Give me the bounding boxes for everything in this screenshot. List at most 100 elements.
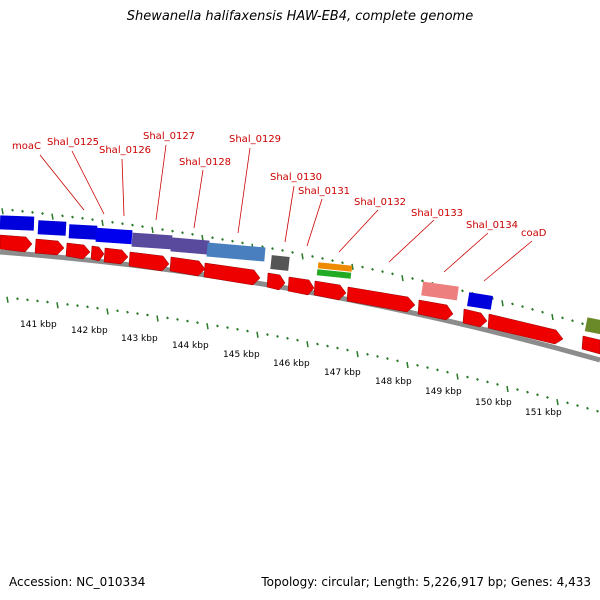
inner-tick-mark bbox=[6, 296, 9, 303]
outer-tick-mark bbox=[81, 216, 84, 220]
reverse-gene-arrow[interactable] bbox=[417, 299, 454, 321]
inner-tick-mark bbox=[476, 378, 479, 381]
outer-tick-mark bbox=[231, 239, 234, 243]
inner-tick-mark bbox=[66, 302, 69, 306]
gene-label-moaC: moaC bbox=[12, 141, 41, 152]
outer-tick-mark bbox=[541, 310, 544, 314]
inner-tick-mark bbox=[46, 300, 49, 304]
outer-tick-mark bbox=[361, 265, 364, 269]
outer-tick-mark bbox=[421, 279, 424, 283]
inner-tick-mark bbox=[376, 354, 379, 358]
topology-summary-text: Topology: circular; Length: 5,226,917 bp… bbox=[261, 575, 591, 589]
reverse-gene-arrow[interactable] bbox=[346, 286, 416, 313]
reverse-gene-arrow[interactable] bbox=[203, 262, 261, 286]
reverse-gene-arrow[interactable] bbox=[462, 308, 488, 328]
reverse-gene-arrow[interactable] bbox=[34, 238, 65, 256]
gene-Shal_0126-feature[interactable] bbox=[68, 224, 98, 240]
gene-label-Shal_0132: Shal_0132 bbox=[354, 197, 406, 208]
inner-tick-mark bbox=[136, 312, 139, 316]
inner-tick-mark bbox=[446, 370, 449, 374]
reverse-gene-arrow[interactable] bbox=[287, 276, 315, 296]
leader-moaC bbox=[39, 154, 85, 211]
scale-labels: 141 kbp 142 kbp 143 kbp 144 kbp 145 kbp … bbox=[20, 320, 562, 418]
reverse-gene-arrow[interactable] bbox=[128, 251, 170, 272]
gene-Shal_0132-feature-b[interactable] bbox=[316, 269, 352, 279]
inner-tick-mark bbox=[286, 336, 289, 340]
inner-tick-mark bbox=[186, 319, 189, 323]
scale-label-147: 147 kbp bbox=[324, 368, 361, 378]
inner-tick-mark bbox=[536, 393, 539, 397]
reverse-gene-arrow[interactable] bbox=[103, 247, 129, 265]
accession-text: Accession: NC_010334 bbox=[9, 575, 146, 589]
outer-tick-mark bbox=[51, 213, 54, 220]
outer-tick-mark bbox=[401, 275, 404, 282]
inner-tick-mark bbox=[326, 344, 329, 348]
inner-tick-mark bbox=[156, 315, 159, 322]
inner-tick-mark bbox=[176, 318, 179, 321]
scale-label-144: 144 kbp bbox=[172, 341, 209, 351]
scale-label-142: 142 kbp bbox=[71, 326, 108, 336]
inner-tick-mark bbox=[386, 357, 389, 361]
leader-Shal_0127 bbox=[155, 144, 167, 221]
scale-label-151: 151 kbp bbox=[525, 408, 562, 418]
reverse-gene-arrow[interactable] bbox=[0, 234, 33, 253]
gene-Shal_0130-feature[interactable] bbox=[206, 242, 266, 262]
gene-moaC-feature[interactable] bbox=[0, 215, 35, 231]
gene-Shal_0125-feature[interactable] bbox=[37, 220, 67, 236]
reverse-gene-arrow[interactable] bbox=[90, 245, 105, 262]
outer-tick-mark bbox=[341, 261, 344, 265]
gene-labels: moaC Shal_0125 Shal_0126 Shal_0127 Shal_… bbox=[12, 131, 547, 239]
gene-Shal_0128-feature[interactable] bbox=[131, 232, 173, 250]
reverse-gene-arrow[interactable] bbox=[65, 242, 91, 260]
scale-label-148: 148 kbp bbox=[375, 377, 412, 387]
outer-tick-mark bbox=[11, 208, 14, 212]
gene-label-Shal_0134: Shal_0134 bbox=[466, 220, 518, 231]
reverse-gene-arrow[interactable] bbox=[266, 272, 286, 291]
reverse-gene-arrow[interactable] bbox=[487, 313, 564, 345]
outer-tick-mark bbox=[131, 223, 134, 227]
outer-tick-mark bbox=[261, 245, 264, 249]
leader-Shal_0130 bbox=[284, 185, 295, 243]
gene-Shal_0129-feature[interactable] bbox=[170, 237, 210, 255]
outer-tick-mark bbox=[391, 272, 394, 276]
reverse-gene-arrow[interactable] bbox=[581, 335, 600, 355]
outer-tick-mark bbox=[501, 300, 504, 307]
leader-Shal_0131 bbox=[306, 198, 323, 247]
inner-tick-mark bbox=[146, 313, 149, 317]
gene-Shal_0131-feature[interactable] bbox=[270, 255, 290, 271]
inner-tick-mark bbox=[86, 305, 89, 309]
outer-tick-mark bbox=[21, 209, 24, 213]
inner-tick-mark bbox=[336, 346, 339, 350]
scale-label-150: 150 kbp bbox=[475, 398, 512, 408]
outer-tick-mark bbox=[351, 263, 354, 270]
leader-Shal_0134 bbox=[443, 232, 489, 273]
gene-Shal_0133-feature[interactable] bbox=[421, 281, 459, 301]
inner-tick-mark bbox=[396, 359, 399, 363]
genome-backbone bbox=[0, 249, 600, 363]
gene-label-Shal_0131: Shal_0131 bbox=[298, 186, 350, 197]
reverse-feature-track bbox=[0, 234, 600, 355]
outer-tick-mark bbox=[381, 270, 384, 273]
gene-Shal_0132-feature-a[interactable] bbox=[317, 262, 353, 272]
outer-tick-mark bbox=[101, 219, 104, 227]
reverse-gene-arrow[interactable] bbox=[169, 256, 206, 277]
reverse-gene-arrow[interactable] bbox=[313, 280, 347, 301]
scale-label-146: 146 kbp bbox=[273, 359, 310, 369]
gene-Shal_0134-feature[interactable] bbox=[467, 292, 493, 310]
inner-tick-mark bbox=[56, 302, 59, 309]
leader-coaD bbox=[483, 240, 533, 282]
outer-tick-mark bbox=[521, 305, 524, 309]
inner-tick-mark bbox=[16, 297, 19, 301]
scale-label-143: 143 kbp bbox=[121, 334, 158, 344]
inner-tick-mark bbox=[196, 321, 199, 325]
inner-tick-mark bbox=[596, 409, 599, 413]
outer-tick-mark bbox=[561, 316, 564, 320]
outer-tick-mark bbox=[191, 232, 194, 236]
gene-Shal_0127-feature[interactable] bbox=[95, 227, 133, 245]
outer-tick-mark bbox=[31, 210, 34, 214]
gene-coaD-feature[interactable] bbox=[584, 317, 600, 335]
inner-tick-mark bbox=[526, 390, 529, 394]
inner-tick-mark bbox=[96, 306, 99, 310]
scale-label-149: 149 kbp bbox=[425, 387, 462, 397]
outer-tick-mark bbox=[551, 313, 554, 321]
